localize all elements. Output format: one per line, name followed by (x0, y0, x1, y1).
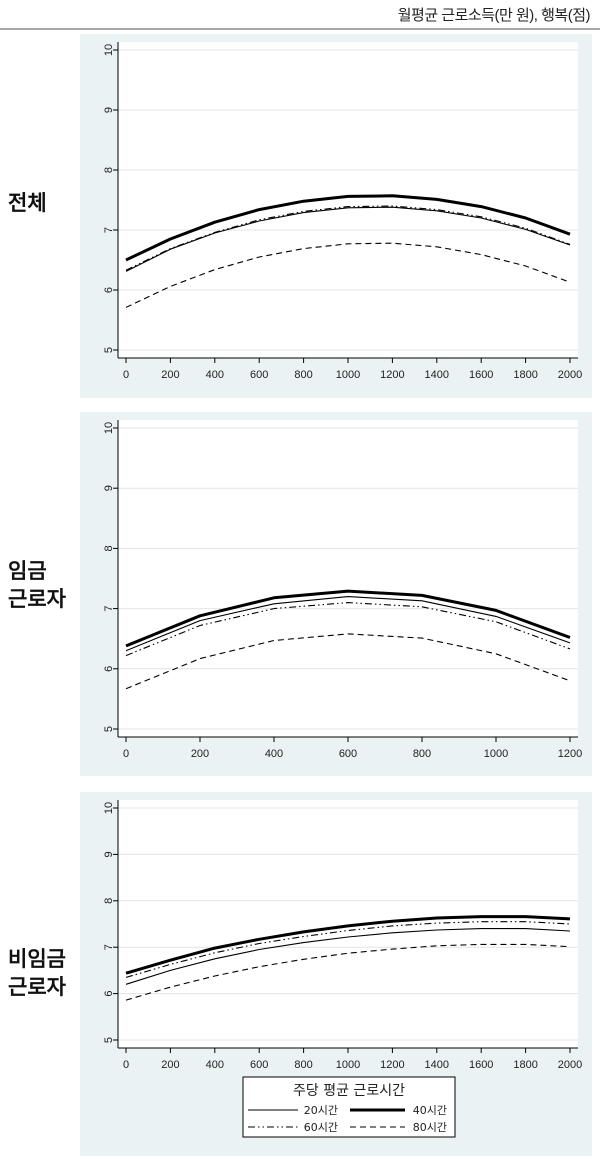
x-tick-label: 0 (123, 369, 129, 381)
x-tick-label: 1200 (380, 1059, 404, 1071)
unit-caption: 월평균 근로소득(만 원), 행복(점) (397, 7, 591, 24)
x-tick-label: 200 (161, 369, 179, 381)
legend-label: 80시간 (413, 1121, 447, 1134)
x-tick-label: 1000 (336, 1059, 360, 1071)
chart-panel-0: 5 6 7 8 9 10 0 200 400 600 800 1000 1200 1400 1600 1800… (80, 34, 592, 398)
y-tick-label: 6 (103, 287, 115, 293)
row-label-all: 전체 (8, 190, 47, 218)
row-label-nonwage-line1: 비임금 (8, 948, 66, 971)
y-tick-label: 5 (103, 347, 115, 353)
x-tick-label: 1400 (425, 1059, 449, 1071)
x-tick-label: 1600 (469, 1059, 493, 1071)
x-tick-label: 600 (339, 748, 357, 760)
legend-label: 60시간 (304, 1121, 338, 1134)
row-label-nonwage-line2: 근로자 (8, 976, 66, 999)
y-tick-label: 5 (103, 726, 115, 732)
x-tick-label: 1400 (425, 369, 449, 381)
x-tick-label: 400 (206, 1059, 224, 1071)
series-line-60시간 (125, 602, 571, 657)
y-tick-label: 8 (103, 167, 115, 173)
x-tick-label: 0 (123, 748, 129, 760)
x-tick-label: 1200 (558, 748, 582, 760)
legend-label: 40시간 (413, 1104, 447, 1117)
plot-area (118, 42, 578, 358)
series-line-20시간 (125, 206, 571, 272)
plot-area (118, 800, 578, 1048)
y-tick-label: 9 (103, 107, 115, 113)
x-tick-label: 200 (191, 748, 209, 760)
plot-area (118, 420, 578, 737)
y-tick-label: 9 (103, 851, 115, 857)
series-line-60시간 (125, 921, 571, 978)
x-tick-label: 2000 (558, 1059, 582, 1071)
x-tick-label: 800 (294, 369, 312, 381)
row-label-nonwage-workers: 비임금 근로자 (8, 946, 66, 1002)
legend: 주당 평균 근로시간 20시간 40시간 60시간 80시간 (242, 1076, 456, 1138)
y-tick-label: 8 (103, 898, 115, 904)
x-tick-label: 1200 (380, 369, 404, 381)
x-tick-label: 800 (294, 1059, 312, 1071)
x-tick-label: 2000 (558, 369, 582, 381)
x-tick-label: 1000 (336, 369, 360, 381)
series-line-20시간 (125, 596, 571, 652)
legend-title: 주당 평균 근로시간 (293, 1083, 405, 1099)
row-label-wage-line1: 임금 (8, 560, 47, 583)
row-label-wage-line2: 근로자 (8, 588, 66, 611)
y-tick-label: 10 (103, 44, 115, 56)
y-tick-label: 6 (103, 991, 115, 997)
x-tick-label: 400 (206, 369, 224, 381)
y-tick-label: 5 (103, 1037, 115, 1043)
legend-label: 20시간 (304, 1104, 338, 1117)
row-label-wage-workers: 임금 근로자 (8, 558, 66, 614)
series-line-80시간 (125, 943, 571, 1001)
chart-panel-1: 5 6 7 8 9 10 0 200 400 600 800 1000 1200 (80, 412, 592, 776)
y-tick-label: 9 (103, 485, 115, 491)
x-tick-label: 1800 (513, 369, 537, 381)
x-tick-label: 800 (413, 748, 431, 760)
y-tick-label: 8 (103, 545, 115, 551)
series-line-80시간 (125, 633, 571, 690)
x-tick-label: 1600 (469, 369, 493, 381)
x-tick-label: 1000 (484, 748, 508, 760)
series-line-40시간 (125, 194, 571, 262)
x-tick-label: 1800 (513, 1059, 537, 1071)
row-label-all-line1: 전체 (8, 192, 47, 215)
x-tick-label: 600 (250, 369, 268, 381)
series-line-60시간 (125, 205, 571, 271)
series-line-80시간 (125, 242, 571, 308)
x-tick-label: 0 (123, 1059, 129, 1071)
series-line-40시간 (125, 915, 571, 975)
series-line-20시간 (125, 928, 571, 985)
y-tick-label: 7 (103, 227, 115, 233)
y-tick-label: 7 (103, 944, 115, 950)
x-tick-label: 200 (161, 1059, 179, 1071)
x-tick-label: 400 (265, 748, 283, 760)
x-tick-label: 600 (250, 1059, 268, 1071)
y-tick-label: 6 (103, 666, 115, 672)
header-divider (0, 28, 600, 30)
y-tick-label: 7 (103, 606, 115, 612)
series-line-40시간 (125, 589, 571, 648)
y-tick-label: 10 (103, 802, 115, 814)
y-tick-label: 10 (103, 422, 115, 434)
